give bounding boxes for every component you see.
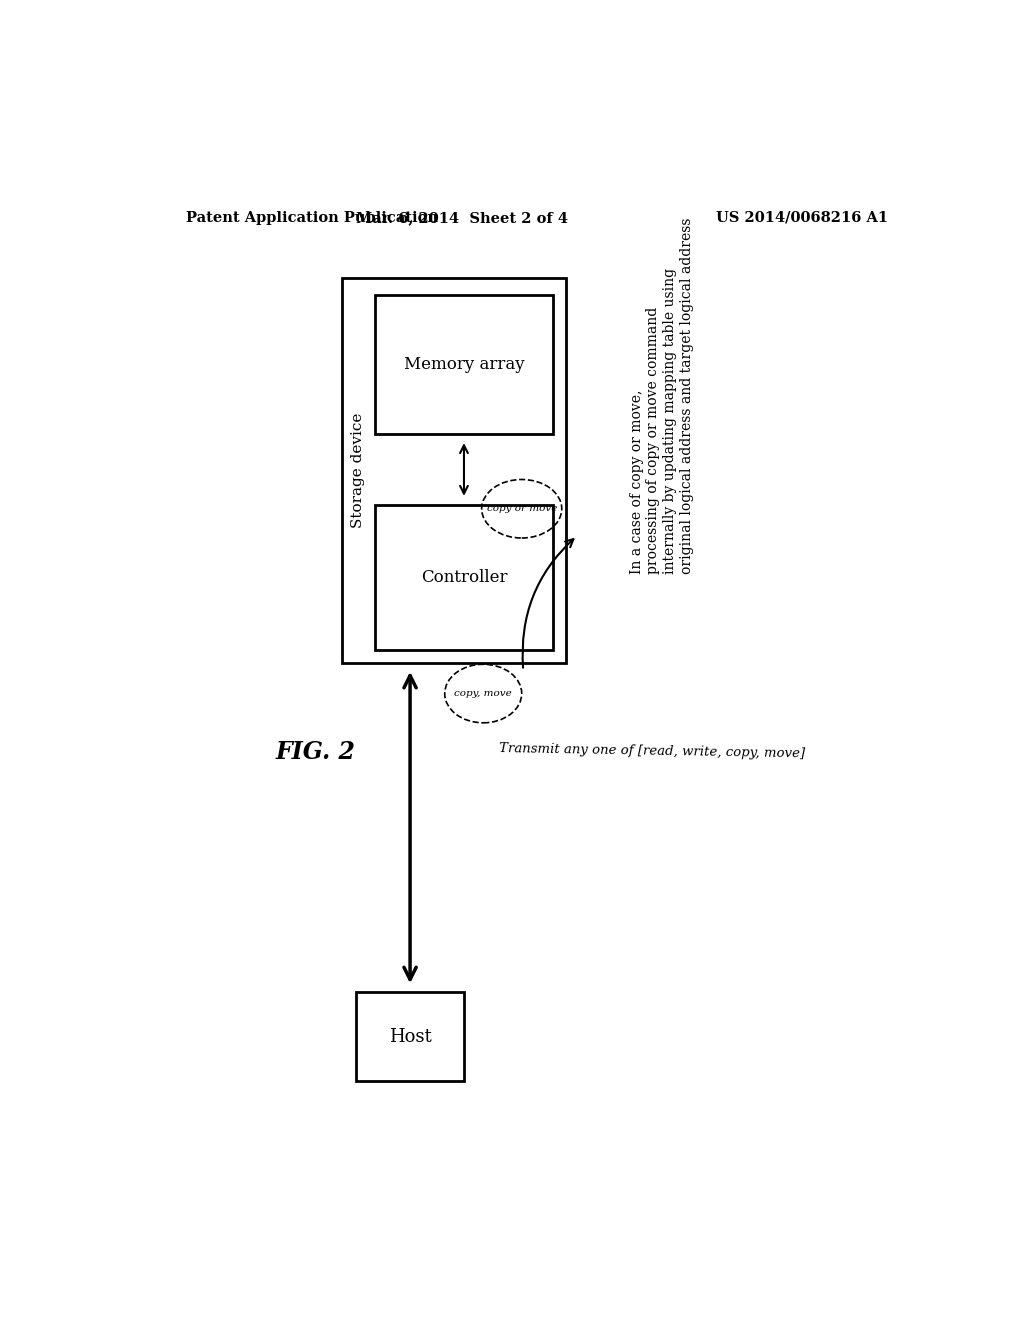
Text: Transmit any one of [read, write, copy, move]: Transmit any one of [read, write, copy, …: [499, 742, 805, 760]
Text: Mar. 6, 2014  Sheet 2 of 4: Mar. 6, 2014 Sheet 2 of 4: [355, 211, 567, 224]
Bar: [342, 277, 565, 663]
Text: US 2014/0068216 A1: US 2014/0068216 A1: [716, 211, 888, 224]
Bar: [376, 296, 553, 434]
Text: Host: Host: [389, 1027, 431, 1045]
Text: In a case of copy or move,: In a case of copy or move,: [630, 389, 643, 574]
Bar: [356, 993, 464, 1081]
Text: internally by updating mapping table using: internally by updating mapping table usi…: [664, 268, 678, 574]
Text: Patent Application Publication: Patent Application Publication: [186, 211, 438, 224]
Text: Memory array: Memory array: [403, 356, 524, 374]
Text: Storage device: Storage device: [350, 413, 365, 528]
Text: FIG. 2: FIG. 2: [275, 739, 355, 764]
Bar: [376, 506, 553, 649]
Text: copy or move: copy or move: [486, 504, 557, 513]
Text: original logical address and target logical address: original logical address and target logi…: [680, 218, 694, 574]
Text: copy, move: copy, move: [455, 689, 512, 698]
Text: processing of copy or move command: processing of copy or move command: [646, 308, 660, 574]
Text: Controller: Controller: [421, 569, 507, 586]
